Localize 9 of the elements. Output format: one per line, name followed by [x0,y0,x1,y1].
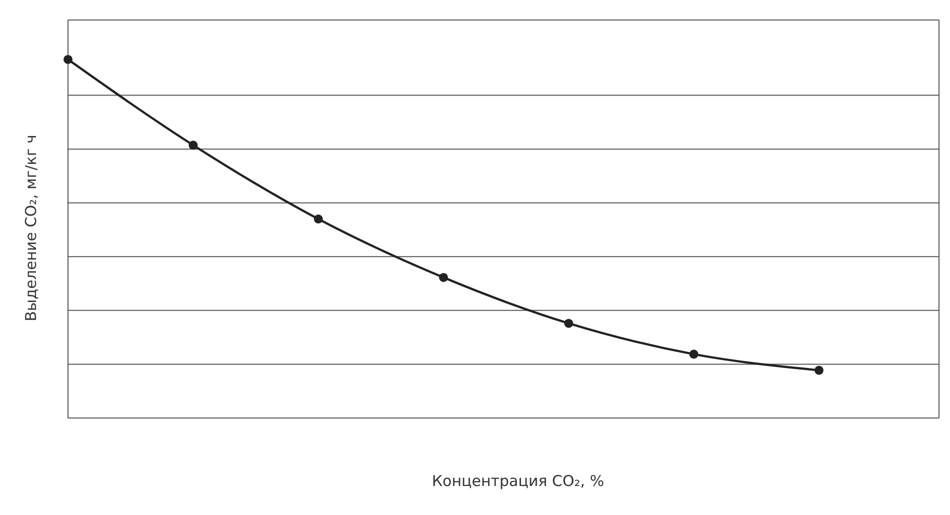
point [814,366,824,375]
point [689,350,698,359]
x-axis-title: Концентрация CO₂, % [432,472,604,490]
point [314,214,323,224]
y-axis-title: Выделение CO₂, мг/кг ч [22,134,40,322]
point [188,140,198,150]
point [564,318,574,328]
point [64,54,72,64]
point [439,272,448,282]
